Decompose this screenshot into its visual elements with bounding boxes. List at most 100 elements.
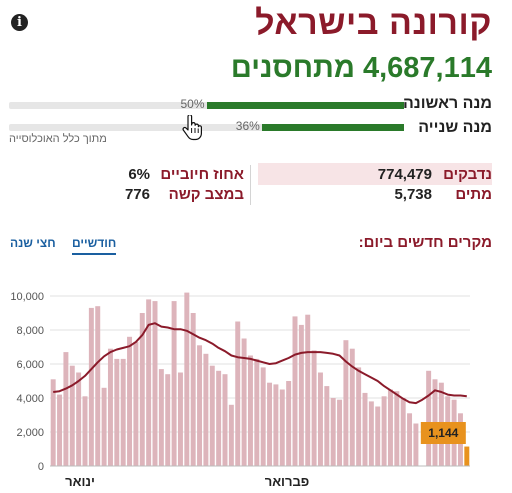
- bar: [133, 341, 139, 466]
- infected-value: 774,479: [377, 166, 432, 183]
- y-tick-label: 10,000: [10, 291, 44, 303]
- cases-chart: 0 2,000 4,000 6,000 8,000 10,000 1,144 ינואר פבר…: [10, 291, 470, 489]
- bar: [209, 365, 215, 466]
- bar: [356, 367, 362, 466]
- dose1-label: מנה ראשונה: [402, 95, 492, 112]
- bar: [368, 401, 374, 466]
- bar: [426, 370, 432, 466]
- dose2-percent: 36%: [235, 119, 260, 133]
- serious-value: 776: [124, 186, 150, 203]
- bar: [216, 370, 222, 466]
- vaccinated-summary: 4,687,114 מתחסנים: [231, 52, 492, 85]
- bar: [69, 365, 75, 466]
- info-icon[interactable]: i: [11, 14, 28, 31]
- vaccinated-label: מתחסנים: [230, 52, 355, 84]
- bar: [305, 314, 311, 466]
- tab-monthly[interactable]: חודשיים: [72, 236, 117, 255]
- bar: [267, 382, 273, 466]
- bar: [362, 392, 368, 466]
- bar: [324, 386, 330, 466]
- bar: [298, 324, 304, 466]
- positive-rate-value: 6%: [128, 166, 150, 183]
- y-tick-label: 2,000: [16, 427, 44, 439]
- bar: [413, 423, 419, 466]
- bar-highlight: [464, 446, 470, 466]
- bar: [88, 307, 94, 466]
- dose2-progress-track: [9, 124, 404, 131]
- page-title: קורונה בישראל: [255, 4, 492, 42]
- bar: [146, 299, 152, 466]
- population-note: מתוך כלל האוכלוסייה: [9, 133, 107, 145]
- bar: [158, 369, 164, 466]
- bar: [235, 321, 241, 466]
- bar: [330, 398, 336, 466]
- bar: [241, 338, 247, 466]
- y-tick-label: 0: [38, 461, 44, 473]
- bar: [165, 374, 171, 466]
- bar: [197, 345, 203, 466]
- bar: [247, 355, 253, 466]
- bar: [349, 348, 355, 466]
- bar: [222, 374, 228, 466]
- bar: [76, 372, 82, 466]
- bar: [381, 396, 387, 466]
- bar: [317, 372, 323, 466]
- bar: [82, 396, 88, 466]
- y-tick-label: 4,000: [16, 393, 44, 405]
- bar: [343, 340, 349, 466]
- dose1-progress-track: [9, 102, 404, 109]
- hand-cursor-icon: [182, 115, 202, 141]
- dose2-label: מנה שנייה: [418, 119, 492, 136]
- bar: [107, 348, 113, 466]
- serious-label: במצב קשה: [168, 186, 244, 203]
- bar: [101, 387, 107, 466]
- bar: [228, 404, 234, 466]
- bar: [407, 413, 413, 466]
- bar: [292, 316, 298, 466]
- bar: [50, 379, 56, 466]
- bar: [375, 406, 381, 466]
- bar: [203, 353, 209, 466]
- bar: [260, 367, 266, 466]
- y-tick-label: 8,000: [16, 325, 44, 337]
- dose2-progress-fill: [261, 124, 404, 131]
- average-line: [53, 322, 467, 405]
- x-tick-label: ינואר: [65, 474, 95, 489]
- bar: [177, 372, 183, 466]
- bar: [337, 399, 343, 466]
- dose1-progress-fill: [206, 102, 404, 109]
- vaccinated-count: 4,687,114: [362, 52, 492, 84]
- infected-highlight: [258, 163, 492, 185]
- bar: [95, 306, 101, 466]
- section-title: מקרים חדשים ביום:: [358, 234, 492, 251]
- bar: [387, 389, 393, 466]
- bar: [139, 313, 145, 466]
- highlight-label-box: [420, 422, 466, 444]
- bar: [286, 381, 292, 466]
- bar: [279, 389, 285, 466]
- bar: [254, 358, 260, 466]
- bar: [171, 301, 177, 466]
- bar: [184, 292, 190, 466]
- bar: [57, 394, 63, 466]
- bar: [190, 313, 196, 466]
- y-tick-label: 6,000: [16, 359, 44, 371]
- x-tick-label: פברואר: [265, 474, 310, 489]
- bar: [400, 398, 406, 466]
- tab-half-year[interactable]: חצי שנה: [10, 236, 56, 250]
- bar: [63, 352, 69, 466]
- positive-rate-label: אחוז חיוביים: [160, 166, 244, 183]
- highlight-label: 1,144: [428, 426, 458, 440]
- bar: [120, 358, 126, 466]
- stats-divider: [250, 165, 251, 205]
- infected-label: נדבקים: [443, 166, 492, 183]
- dead-value: 5,738: [394, 186, 432, 203]
- bar: [152, 301, 158, 466]
- dead-label: מתים: [455, 186, 492, 203]
- bar: [273, 384, 279, 466]
- bar: [127, 336, 133, 466]
- bar: [394, 391, 400, 466]
- bar: [311, 350, 317, 466]
- bar: [114, 358, 120, 466]
- dose1-percent: 50%: [180, 97, 205, 111]
